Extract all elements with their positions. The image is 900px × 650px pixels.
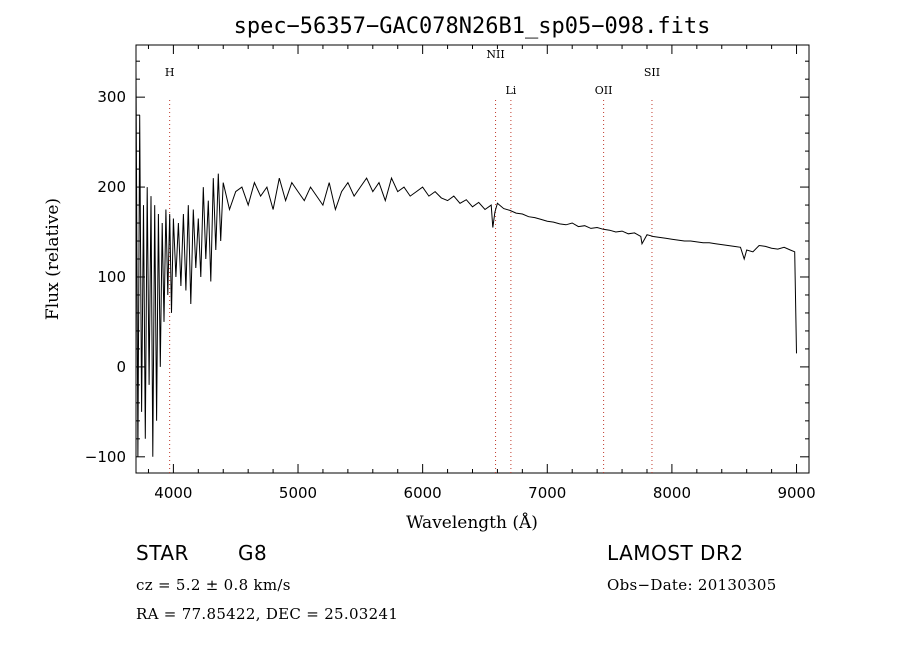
redshift-info: cz = 5.2 ± 0.8 km/s [136, 576, 291, 594]
object-subclass: G8 [238, 541, 268, 565]
spectral-line-label: NII [486, 48, 504, 61]
y-tick-label: 200 [97, 178, 126, 196]
chart-title: spec−56357−GAC078N26B1_sp05−098.fits [234, 14, 711, 39]
spectral-line-label: H [165, 66, 175, 79]
spectral-line-markers: H NII Li OII SII [165, 48, 660, 473]
y-tick-label: 300 [97, 88, 126, 106]
x-axis-label: Wavelength (Å) [406, 512, 538, 533]
y-tick-label: 0 [116, 358, 126, 376]
y-axis-ticks: −100 0 100 200 300 [85, 60, 809, 466]
x-tick-label: 6000 [404, 484, 442, 502]
object-class: STAR [136, 541, 189, 565]
y-tick-label: 100 [97, 268, 126, 286]
x-tick-label: 8000 [653, 484, 691, 502]
coordinates-info: RA = 77.85422, DEC = 25.03241 [136, 605, 399, 623]
x-tick-label: 5000 [279, 484, 317, 502]
observation-date: Obs−Date: 20130305 [607, 576, 777, 594]
x-tick-label: 7000 [528, 484, 566, 502]
y-axis-label: Flux (relative) [43, 198, 63, 320]
spectrum-line [135, 70, 797, 457]
spectral-line-label: Li [505, 84, 516, 97]
spectral-line-label: OII [595, 84, 613, 97]
x-axis-ticks: 4000 5000 6000 7000 8000 9000 [147, 45, 816, 502]
spectral-line-label: SII [644, 66, 660, 79]
survey-label: LAMOST DR2 [607, 541, 744, 565]
x-tick-label: 4000 [154, 484, 192, 502]
plot-frame [135, 44, 810, 474]
y-tick-label: −100 [85, 448, 126, 466]
x-tick-label: 9000 [777, 484, 815, 502]
